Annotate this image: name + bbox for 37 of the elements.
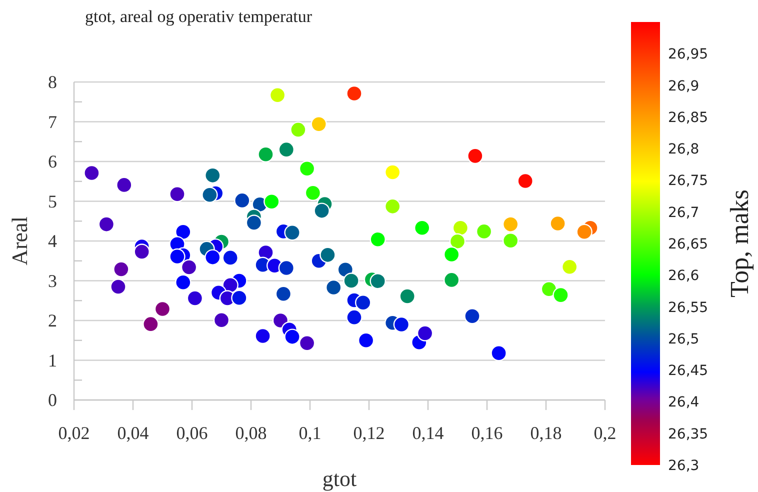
x-tick-label: 0,2	[594, 423, 616, 443]
color-bar-label: 26,3	[668, 458, 700, 474]
x-tick-label: 0,02	[58, 423, 90, 443]
color-bar-label: 26,9	[668, 78, 700, 94]
color-bar-label: 26,45	[668, 363, 708, 380]
y-tick-label: 8	[48, 72, 57, 92]
color-bar-label: 26,6	[668, 268, 700, 284]
color-bar-title: Top, maks	[725, 190, 754, 298]
color-bar-label: 26,85	[668, 110, 708, 126]
color-bar-label: 26,35	[668, 426, 708, 442]
x-tick-label: 0,06	[176, 423, 208, 443]
y-tick-label: 6	[48, 152, 57, 172]
color-bar-label: 26,7	[668, 204, 700, 221]
color-bar-label: 26,55	[668, 300, 708, 316]
x-tick-label: 0,14	[412, 423, 444, 443]
x-tick-label: 0,12	[353, 423, 385, 443]
color-bar-label: 26,65	[668, 236, 708, 252]
y-tick-label: 5	[48, 191, 57, 212]
y-tick-label: 1	[48, 350, 57, 370]
x-tick-label: 0,04	[117, 423, 149, 443]
y-tick-label: 7	[48, 112, 57, 132]
y-tick-label: 4	[48, 231, 57, 251]
color-bar-label: 26,5	[668, 331, 700, 348]
y-axis-title: Areal	[7, 216, 32, 266]
x-axis-title: gtot	[322, 466, 357, 491]
color-bar-label: 26,4	[668, 394, 700, 411]
y-tick-label: 2	[48, 310, 57, 330]
x-tick-label: 0,16	[471, 423, 503, 443]
y-tick-label: 0	[48, 390, 57, 410]
color-bar-label: 26,8	[668, 142, 700, 158]
chart-title: gtot, areal og operativ temperatur	[85, 7, 312, 26]
x-tick-label: 0,18	[530, 423, 562, 443]
x-tick-label: 0,1	[298, 423, 322, 443]
color-bar-label: 26,95	[668, 46, 708, 63]
y-tick-label: 3	[48, 270, 57, 291]
color-bar-label: 26,75	[668, 173, 708, 190]
x-tick-label: 0,08	[235, 423, 267, 443]
